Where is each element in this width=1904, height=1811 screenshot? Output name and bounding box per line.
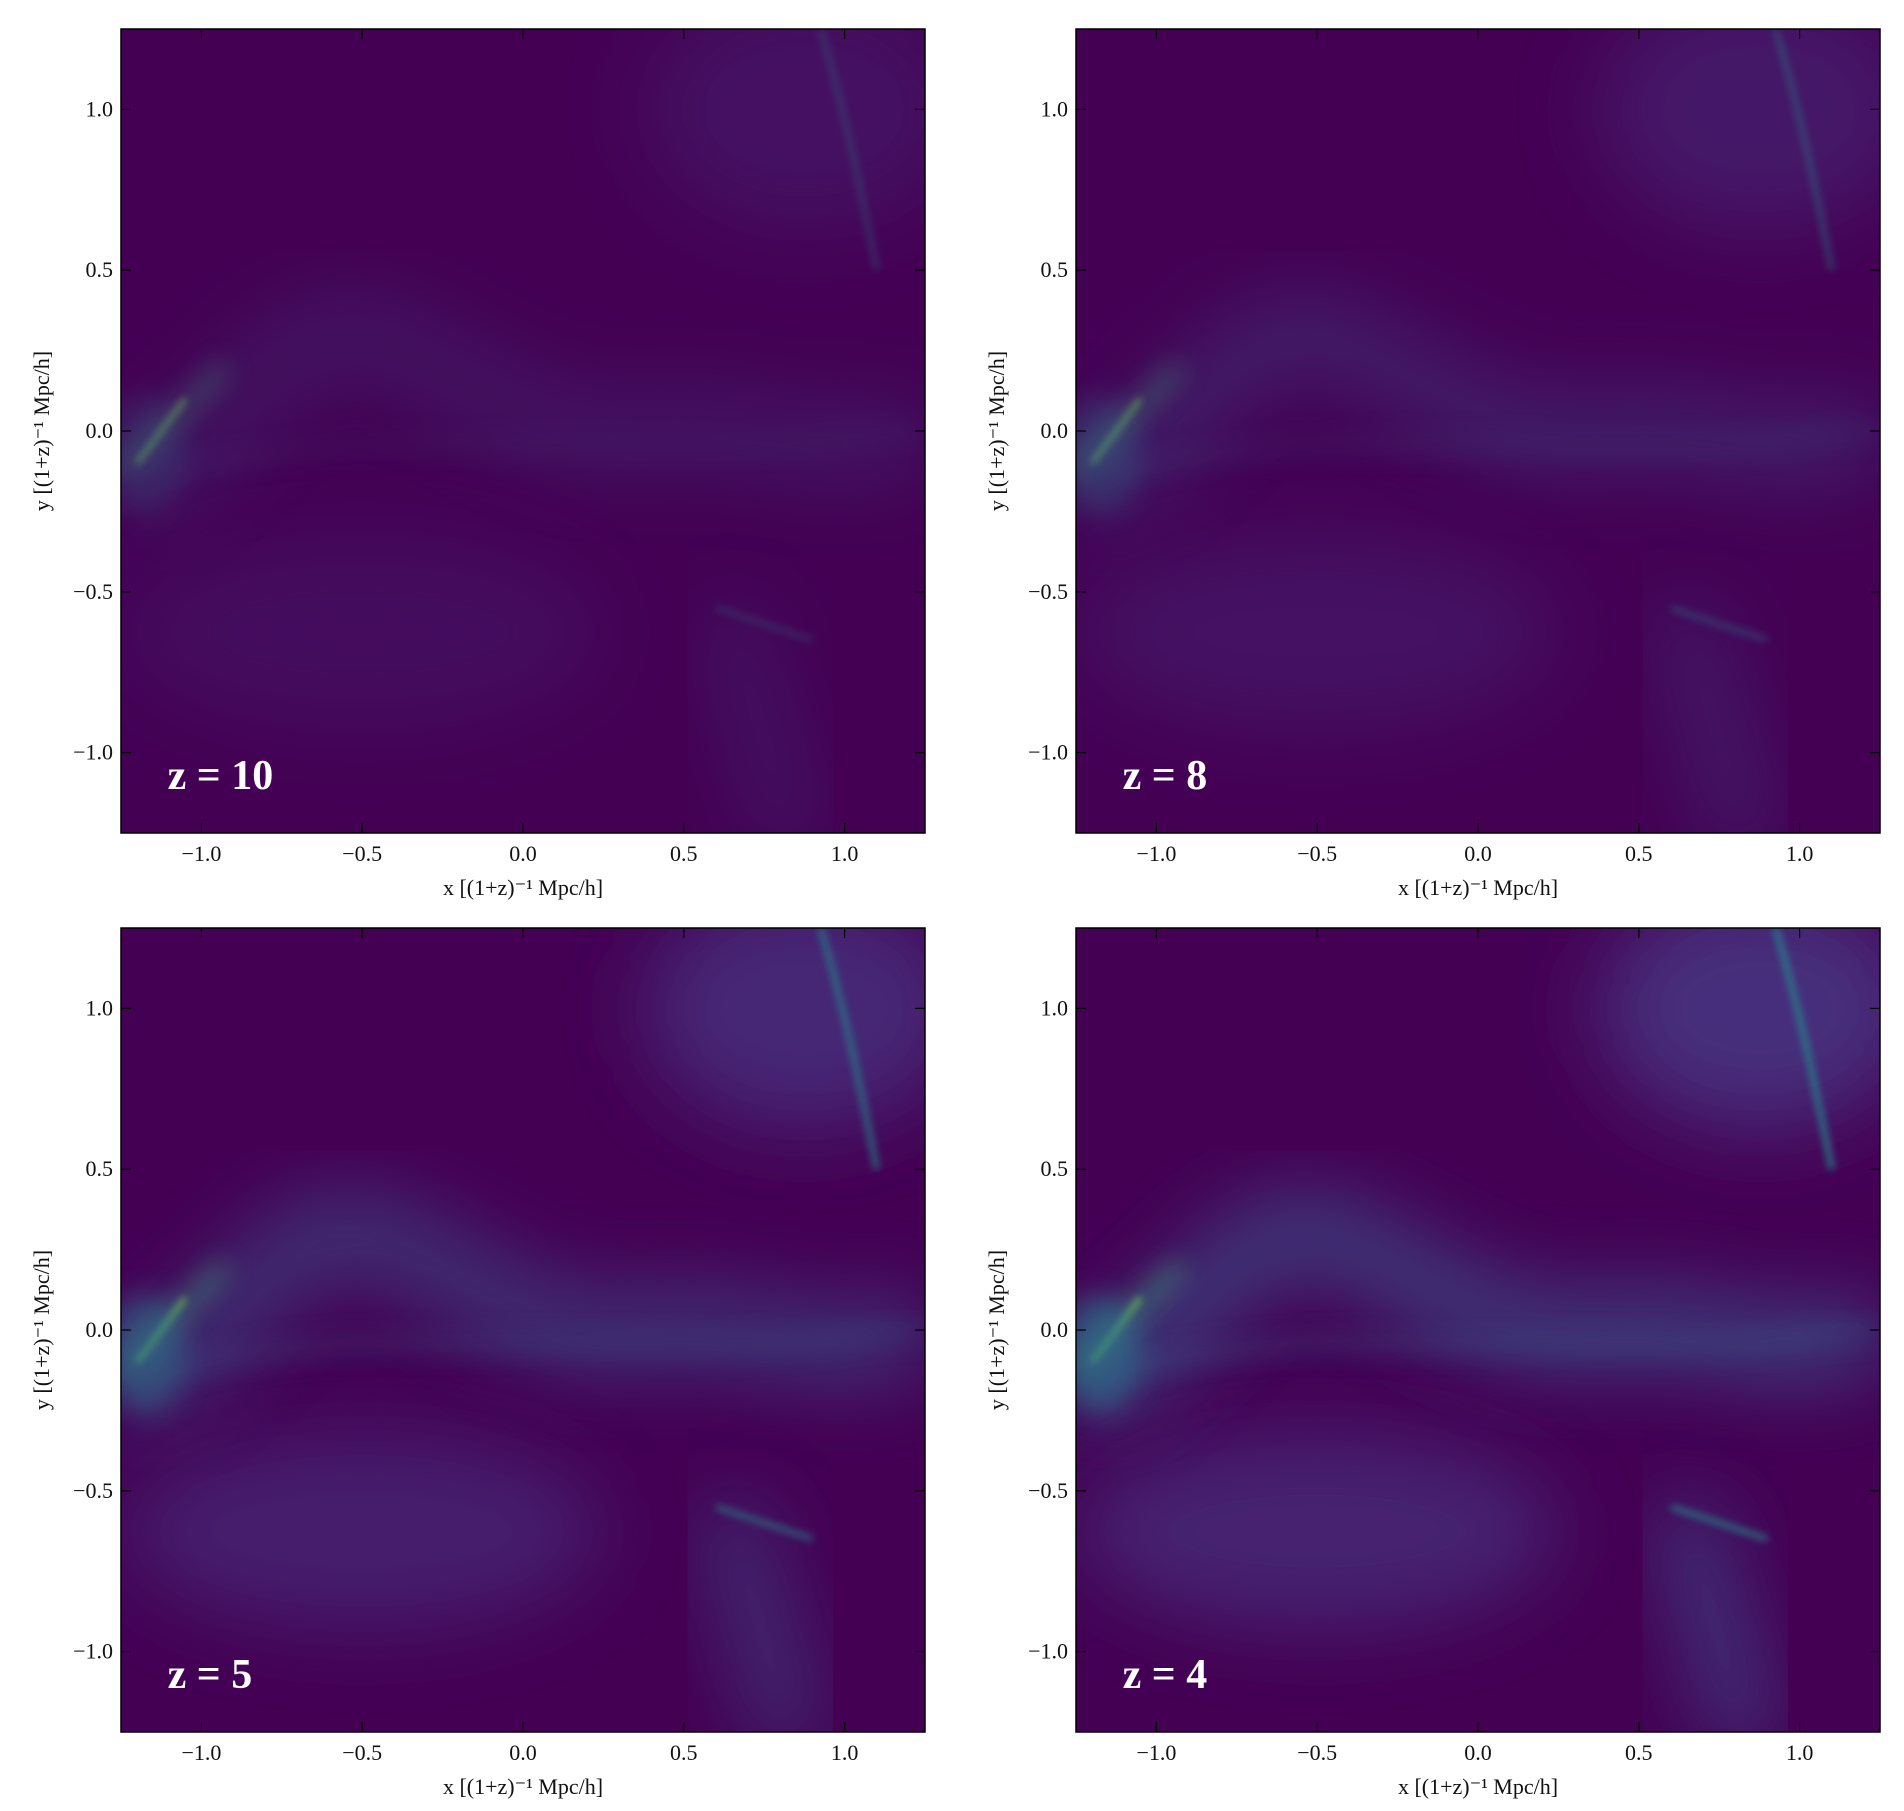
y-tick-label: −0.5	[1028, 1478, 1068, 1503]
density-image	[121, 928, 925, 1732]
x-tick-label: 0.0	[1464, 841, 1492, 866]
panel: −1.0 −0.5 0.0 0.5 1.0 −1.0 −0.5 0.0 0.5 1.0 x [(1+…	[984, 28, 1881, 900]
y-axis-label: y [(1+z)⁻¹ Mpc/h]	[984, 1250, 1009, 1410]
x-tick-label: −0.5	[342, 841, 382, 866]
annotation: z = 4	[1123, 1652, 1208, 1698]
annotation: z = 5	[168, 1652, 253, 1698]
density-image	[1076, 928, 1880, 1732]
y-tick-label: 1.0	[86, 96, 114, 121]
y-tick-label: 0.0	[1041, 1317, 1069, 1342]
x-axis-label: x [(1+z)⁻¹ Mpc/h]	[443, 875, 603, 900]
y-tick-label: 0.0	[1041, 418, 1069, 443]
y-tick-label: −0.5	[73, 579, 113, 604]
y-tick-label: 0.5	[86, 257, 114, 282]
y-tick-label: −1.0	[1028, 1639, 1068, 1664]
y-tick-label: −1.0	[1028, 740, 1068, 765]
x-tick-label: −1.0	[181, 1740, 221, 1765]
x-tick-label: 0.5	[670, 841, 698, 866]
annotation: z = 8	[1123, 753, 1208, 799]
x-tick-label: −0.5	[1297, 841, 1337, 866]
y-tick-label: 0.0	[86, 418, 114, 443]
x-tick-label: 1.0	[1786, 1740, 1814, 1765]
y-tick-label: 0.5	[86, 1156, 114, 1181]
y-tick-label: 0.5	[1041, 257, 1069, 282]
x-tick-label: −1.0	[1136, 841, 1176, 866]
x-tick-label: 1.0	[831, 841, 859, 866]
y-tick-label: −0.5	[73, 1478, 113, 1503]
x-tick-label: 0.0	[509, 841, 537, 866]
y-tick-label: −0.5	[1028, 579, 1068, 604]
x-tick-label: −1.0	[181, 841, 221, 866]
annotation: z = 10	[168, 753, 274, 799]
x-tick-label: 0.0	[509, 1740, 537, 1765]
y-tick-label: 1.0	[1041, 96, 1069, 121]
panel: −1.0 −0.5 0.0 0.5 1.0 −1.0 −0.5 0.0 0.5 1.0 x [(1+…	[29, 28, 926, 900]
y-tick-label: −1.0	[73, 1639, 113, 1664]
x-tick-label: 0.5	[670, 1740, 698, 1765]
y-tick-label: −1.0	[73, 740, 113, 765]
panel: −1.0 −0.5 0.0 0.5 1.0 −1.0 −0.5 0.0 0.5 1.0 x [(1+…	[29, 927, 926, 1799]
x-tick-label: −0.5	[342, 1740, 382, 1765]
y-axis-label: y [(1+z)⁻¹ Mpc/h]	[29, 351, 54, 511]
x-tick-label: −1.0	[1136, 1740, 1176, 1765]
y-tick-label: 1.0	[1041, 995, 1069, 1020]
y-tick-label: 0.5	[1041, 1156, 1069, 1181]
y-tick-label: 0.0	[86, 1317, 114, 1342]
x-tick-label: 0.5	[1625, 841, 1653, 866]
x-tick-label: 0.0	[1464, 1740, 1492, 1765]
x-tick-label: −0.5	[1297, 1740, 1337, 1765]
x-axis-label: x [(1+z)⁻¹ Mpc/h]	[1398, 1774, 1558, 1799]
density-image	[121, 29, 925, 833]
y-tick-label: 1.0	[86, 995, 114, 1020]
x-tick-label: 1.0	[1786, 841, 1814, 866]
x-tick-label: 1.0	[831, 1740, 859, 1765]
x-axis-label: x [(1+z)⁻¹ Mpc/h]	[443, 1774, 603, 1799]
x-tick-label: 0.5	[1625, 1740, 1653, 1765]
panel: −1.0 −0.5 0.0 0.5 1.0 −1.0 −0.5 0.0 0.5 1.0 x [(1+…	[984, 927, 1881, 1799]
x-axis-label: x [(1+z)⁻¹ Mpc/h]	[1398, 875, 1558, 900]
density-image	[1076, 29, 1880, 833]
y-axis-label: y [(1+z)⁻¹ Mpc/h]	[29, 1250, 54, 1410]
y-axis-label: y [(1+z)⁻¹ Mpc/h]	[984, 351, 1009, 511]
